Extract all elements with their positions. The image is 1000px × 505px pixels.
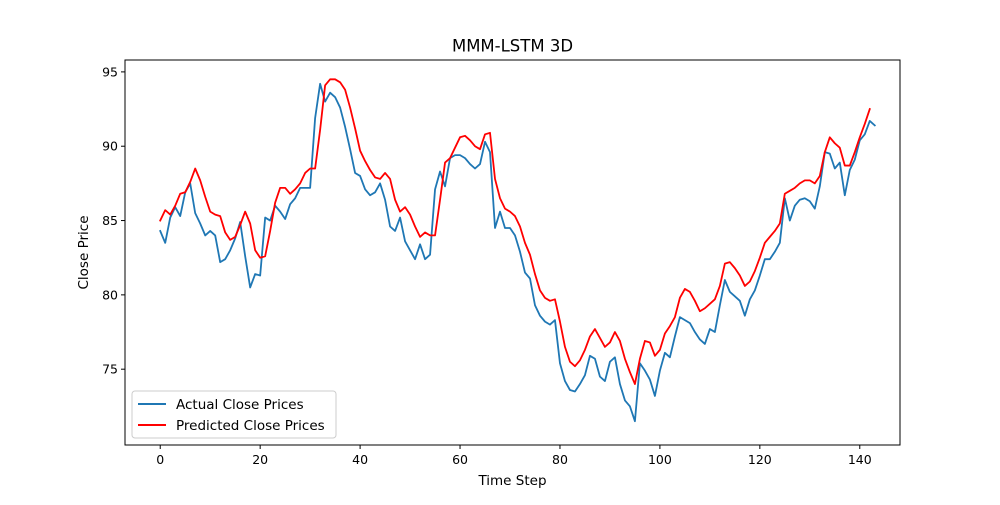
series-line-predicted (159, 78, 871, 385)
y-axis: 75 80 85 90 95 (102, 64, 125, 377)
x-axis-label: Time Step (477, 473, 546, 489)
x-tick-label: 120 (748, 452, 772, 467)
plot-frame (124, 59, 901, 446)
x-tick-label: 20 (252, 452, 268, 467)
chart-title: MMM-LSTM 3D (452, 37, 573, 56)
x-tick-label: 0 (156, 452, 164, 467)
y-tick-label: 95 (102, 64, 118, 79)
y-tick-label: 90 (102, 139, 118, 154)
x-tick-label: 40 (352, 452, 368, 467)
series-line-actual (159, 82, 877, 423)
legend-label-predicted: Predicted Close Prices (176, 418, 325, 434)
legend-label-actual: Actual Close Prices (176, 397, 304, 413)
x-tick-label: 60 (452, 452, 468, 467)
y-axis-label: Close Price (76, 216, 92, 290)
legend: Actual Close Prices Predicted Close Pric… (131, 390, 337, 439)
y-tick-label: 75 (102, 362, 118, 377)
series-layer (159, 78, 877, 423)
y-tick-label: 85 (102, 213, 118, 228)
x-tick-label: 80 (552, 452, 568, 467)
x-axis: 0 20 40 60 80 100 120 140 (156, 445, 872, 467)
legend-box (131, 390, 337, 439)
x-tick-label: 100 (648, 452, 672, 467)
x-tick-label: 140 (848, 452, 872, 467)
y-tick-label: 80 (102, 287, 118, 302)
